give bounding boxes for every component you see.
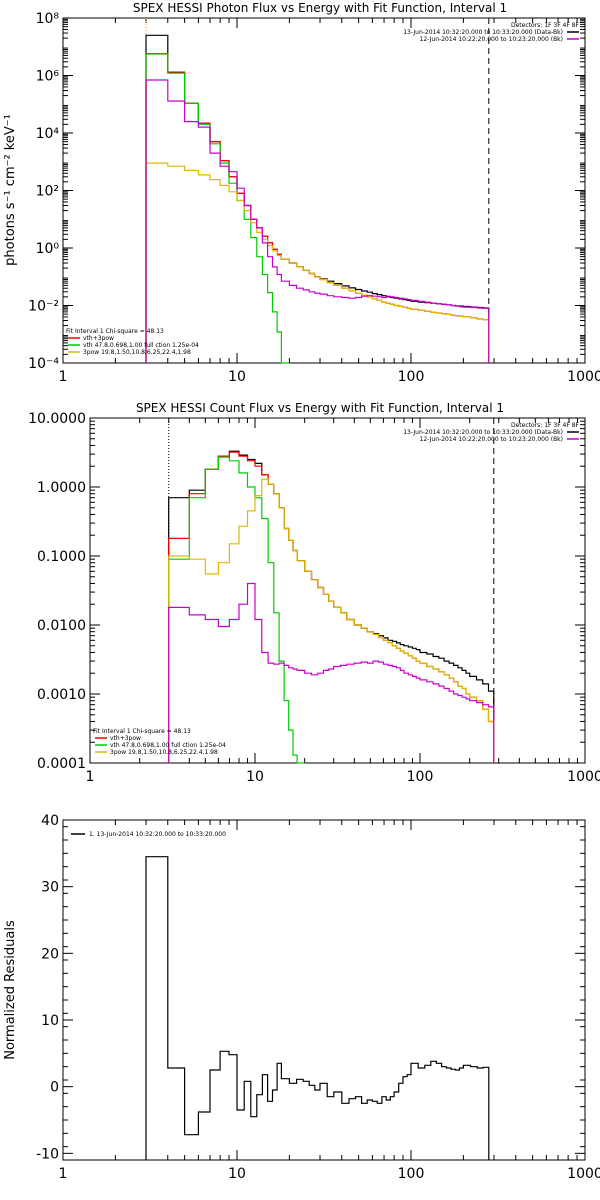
legend-text: Fit Interval 1 Chi-square = 48.13: [66, 328, 164, 335]
y-tick-label: 40: [41, 813, 59, 829]
legend-text: 12-Jun-2014 10:22:20.000 to 10:23:20.000…: [420, 436, 563, 443]
y-tick-label: 10⁶: [36, 69, 60, 85]
x-tick-label: 1: [59, 369, 68, 385]
chart-title: SPEX HESSI Photon Flux vs Energy with Fi…: [133, 1, 507, 15]
y-tick-label: 10⁸: [36, 11, 60, 27]
y-tick-label: 0: [50, 1080, 59, 1096]
plot-frame: [62, 17, 586, 364]
y-tick-label: 10⁰: [36, 241, 60, 257]
series-line: [145, 79, 490, 363]
x-tick-label: 100: [398, 1166, 425, 1182]
y-tick-label: 10⁻²: [28, 299, 59, 315]
x-tick-label: 1000: [567, 769, 600, 785]
legend-text: 13-Jun-2014 10:32:20.000 to 10:33:20.000…: [403, 29, 563, 36]
x-tick-label: 10: [228, 1166, 246, 1182]
legend-text: vth 47.8,0.698,1.00 full ction 1.25e-04: [83, 342, 199, 349]
x-tick-label: 1000: [567, 369, 600, 385]
series-line: [168, 478, 495, 763]
x-tick-label: 100: [398, 369, 425, 385]
y-tick-label: 20: [41, 946, 59, 962]
y-tick-label: 10⁴: [36, 126, 60, 142]
count-flux-chart: SPEX HESSI Count Flux vs Energy with Fit…: [28, 401, 600, 785]
legend-text: vth+3pow: [83, 335, 114, 342]
y-tick-label: 10²: [36, 184, 59, 200]
series-line: [168, 456, 305, 764]
x-tick-label: 10: [228, 369, 246, 385]
y-tick-label: 1.0000: [37, 480, 86, 496]
residuals-chart: Normalized Residuals 1 10 100 1000 -10 0 10 20 3…: [3, 813, 600, 1182]
x-tick-label: 100: [407, 769, 434, 785]
y-tick-label: 10.0000: [28, 411, 86, 427]
series-line: [168, 582, 495, 763]
y-tick-label: 30: [41, 880, 59, 896]
chart-title: SPEX HESSI Count Flux vs Energy with Fit…: [136, 401, 504, 415]
plot-frame: [62, 819, 586, 1161]
legend-text: Fit Interval 1 Chi-square = 48.13: [93, 728, 191, 735]
legend-text: vth 47.8,0.698,1.00 full ction 1.25e-04: [110, 742, 226, 749]
x-tick-label: 1000: [567, 1166, 600, 1182]
y-axis-label: photons s⁻¹ cm⁻² keV⁻¹: [3, 114, 18, 266]
legend-text: Detectors: 1F 3F 4F 8F: [511, 22, 580, 29]
legend-text: 12-Jun-2014 10:22:20.000 to 10:23:20.000…: [420, 36, 563, 43]
series-line: [145, 53, 490, 363]
y-tick-label: 10⁻⁴: [28, 356, 59, 372]
series-line: [145, 34, 490, 363]
y-tick-label: 0.0001: [37, 756, 86, 772]
legend-text: 3pow 19.8,1.50,10.8,6.25,22.4,1.98: [83, 349, 191, 356]
series-line: [168, 450, 495, 763]
x-tick-label: 1: [59, 1166, 68, 1182]
x-tick-label: 10: [246, 769, 264, 785]
series-line: [145, 856, 490, 1160]
legend-text: Detectors: 1F 3F 4F 8F: [511, 422, 580, 429]
legend-text: vth+3pow: [110, 735, 141, 742]
series-line: [168, 451, 495, 763]
legend-text: 3pow 19.8,1.50,10.8,6.25,22.4,1.98: [110, 749, 218, 756]
photon-flux-chart: SPEX HESSI Photon Flux vs Energy with Fi…: [3, 1, 600, 385]
y-axis-label: Normalized Residuals: [3, 920, 18, 1060]
legend-text: 1. 13-Jun-2014 10:32:20.000 to 10:33:20.…: [89, 831, 226, 838]
plot-frame: [89, 417, 586, 764]
x-tick-label: 1: [86, 769, 95, 785]
y-tick-label: 10: [41, 1013, 59, 1029]
legend-text: 13-Jun-2014 10:32:20.000 to 10:33:20.000…: [403, 429, 563, 436]
y-tick-label: 0.0100: [37, 618, 86, 634]
y-tick-label: -10: [36, 1146, 59, 1162]
y-tick-label: 0.0010: [37, 687, 86, 703]
y-tick-label: 0.1000: [37, 549, 86, 565]
series-line: [145, 162, 490, 363]
